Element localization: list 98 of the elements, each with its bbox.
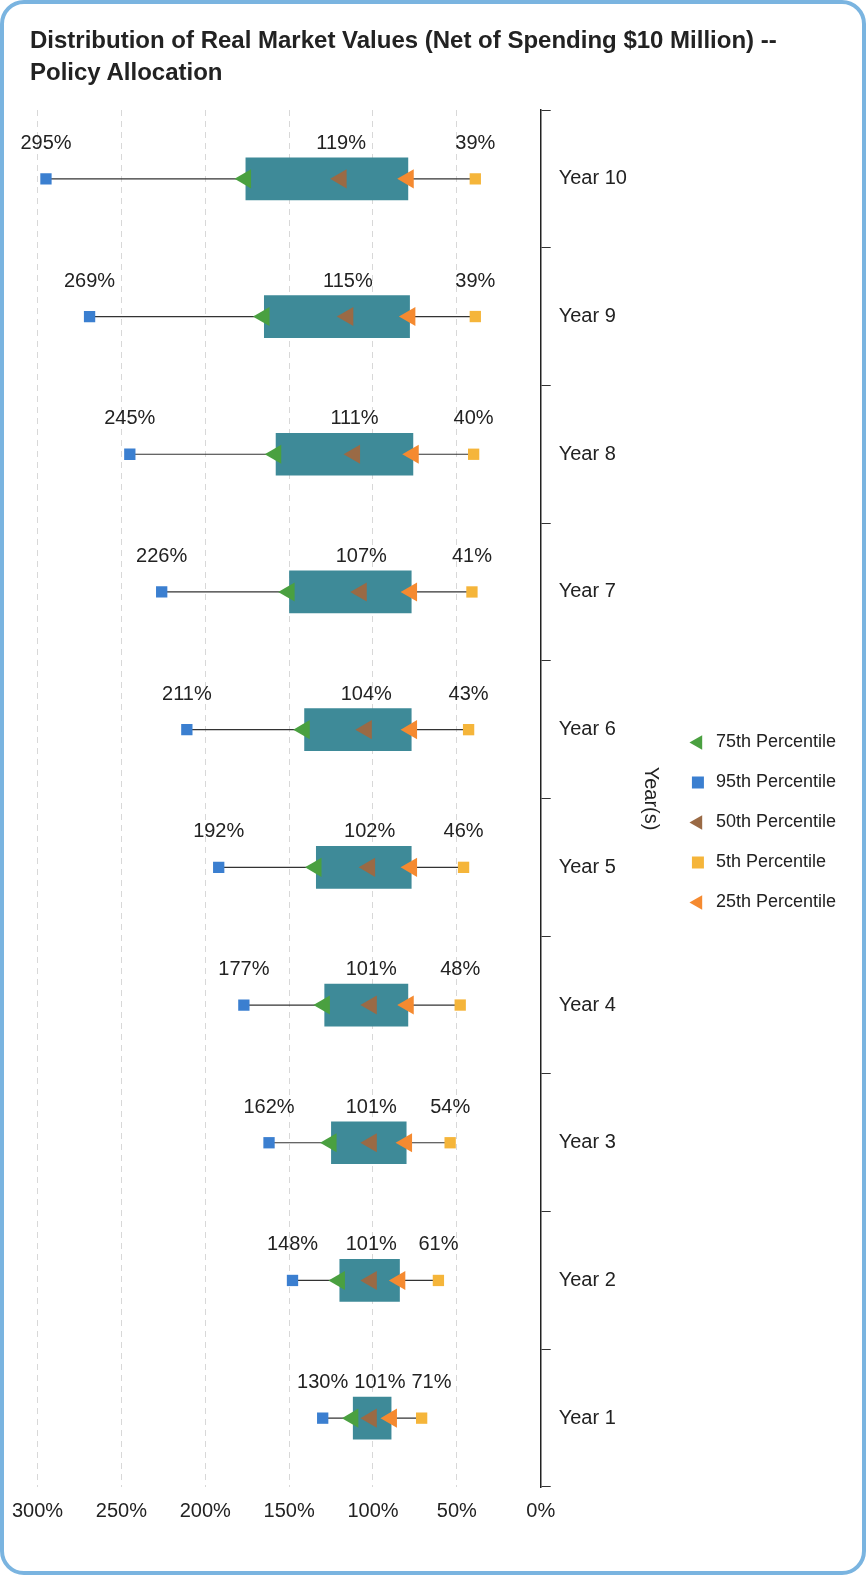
point — [156, 586, 168, 598]
bar — [304, 708, 412, 751]
point — [286, 1274, 299, 1287]
x-tick-label: 100% — [347, 1498, 399, 1521]
point — [83, 310, 96, 323]
data-label: 226% — [136, 543, 188, 566]
data-label: 269% — [63, 268, 116, 291]
point — [238, 999, 250, 1011]
data-label: 192% — [193, 819, 245, 842]
legend-label: 5th Percentile — [715, 851, 826, 872]
data-label: 43% — [448, 681, 489, 704]
point — [293, 720, 310, 740]
point — [264, 444, 282, 464]
y-tick-label: Year 4 — [558, 992, 616, 1015]
data-label: 295% — [20, 130, 72, 153]
data-label: 211% — [162, 681, 212, 704]
point — [181, 723, 193, 736]
data-label: 54% — [430, 1094, 471, 1117]
x-tick-label: 250% — [95, 1498, 148, 1521]
point — [304, 857, 322, 877]
legend-label: 50th Percentile — [715, 811, 836, 832]
data-label: 40% — [453, 406, 494, 429]
data-label: 119% — [316, 130, 367, 153]
point — [213, 861, 225, 874]
point — [395, 1133, 413, 1153]
point — [397, 995, 414, 1015]
point — [328, 1270, 345, 1290]
data-label: 39% — [455, 268, 496, 291]
x-tick-label: 300% — [12, 1498, 64, 1521]
point — [252, 307, 270, 327]
point — [124, 448, 136, 460]
bar — [324, 983, 409, 1027]
data-label: 177% — [218, 957, 270, 980]
point — [330, 169, 347, 189]
point — [234, 169, 252, 189]
bar — [245, 157, 409, 201]
point — [380, 1408, 397, 1428]
bar — [315, 846, 412, 889]
point — [263, 1137, 275, 1149]
bar — [263, 295, 410, 338]
y-tick-label: Year 2 — [558, 1267, 616, 1290]
x-tick-label: 50% — [436, 1498, 478, 1521]
data-label: 111% — [330, 406, 379, 429]
point — [313, 995, 330, 1015]
point — [400, 720, 418, 740]
point — [355, 720, 372, 740]
point — [341, 1408, 359, 1428]
data-label: 41% — [451, 543, 493, 566]
y-tick-label: Year 6 — [558, 717, 616, 740]
data-label: 39% — [455, 130, 496, 153]
data-label: 101% — [345, 1232, 398, 1255]
bar — [331, 1121, 407, 1165]
legend-label: 25th Percentile — [715, 891, 836, 912]
x-tick-label: 0% — [526, 1498, 556, 1521]
data-label: 48% — [440, 957, 481, 980]
data-label: 102% — [344, 819, 396, 842]
point — [40, 173, 52, 185]
y-tick-label: Year 5 — [558, 854, 616, 877]
point — [358, 857, 376, 877]
bar — [275, 432, 414, 476]
data-label: 104% — [340, 681, 393, 704]
data-label: 115% — [323, 268, 373, 291]
data-label: 130% — [297, 1370, 349, 1393]
point — [388, 1270, 406, 1290]
bar — [289, 570, 412, 614]
point — [336, 307, 354, 327]
y-tick-label: Year 8 — [558, 441, 616, 464]
point — [400, 582, 418, 602]
y-tick-label: Year 7 — [558, 579, 616, 602]
point — [320, 1133, 337, 1153]
point — [397, 169, 414, 189]
point — [343, 444, 361, 464]
legend-label: 95th Percentile — [715, 771, 836, 792]
y-tick-label: Year 3 — [558, 1130, 616, 1153]
data-label: 61% — [418, 1232, 459, 1255]
data-label: 101% — [345, 1094, 398, 1117]
point — [400, 857, 418, 877]
point — [402, 444, 419, 464]
point — [360, 995, 377, 1015]
data-label: 101% — [345, 957, 398, 980]
point — [350, 582, 367, 602]
y-tick-label: Year 1 — [558, 1405, 616, 1428]
point — [278, 582, 295, 602]
x-tick-label: 200% — [179, 1498, 232, 1521]
data-label: 71% — [411, 1370, 452, 1393]
data-label: 162% — [243, 1094, 295, 1117]
data-label: 101% — [354, 1370, 406, 1393]
legend-label: 75th Percentile — [715, 731, 836, 752]
data-label: 148% — [266, 1232, 319, 1255]
y-axis-title: Year(s) — [641, 766, 664, 831]
data-label: 46% — [443, 819, 484, 842]
y-tick-label: Year 10 — [558, 166, 627, 189]
data-label: 245% — [104, 406, 156, 429]
chart-title: Distribution of Real Market Values (Net of Spending $10 Million) -- Policy Allocation — [30, 25, 778, 87]
y-tick-label: Year 9 — [558, 304, 616, 327]
point — [398, 307, 416, 327]
data-label: 107% — [335, 543, 388, 566]
x-tick-label: 150% — [263, 1498, 315, 1521]
